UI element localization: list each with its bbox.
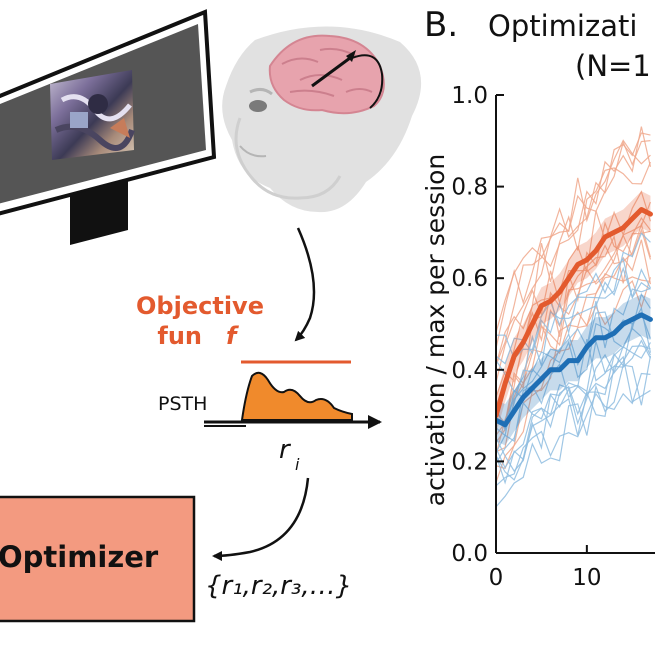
blue-session-trace-9 (496, 342, 651, 481)
orange-session-trace-7 (496, 161, 652, 366)
blue-mean-point-15 (630, 317, 634, 321)
arrow-psth-to-optimizer (212, 477, 310, 561)
blue-mean-point-11 (594, 336, 598, 340)
blue-mean-line (496, 312, 653, 428)
orange-mean-point-6 (549, 299, 553, 303)
chart-title: Optimizati (488, 9, 637, 43)
blue-mean-point-1 (503, 423, 507, 427)
mean-lines (496, 207, 653, 428)
orange-mean-point-4 (530, 322, 534, 326)
orange-mean-point-1 (503, 382, 507, 386)
blue-mean-point-2 (512, 409, 516, 413)
y-tick-label-0: 0.0 (451, 541, 488, 567)
orange-mean-point-12 (603, 235, 607, 239)
response-subscript: i (295, 455, 300, 474)
stimulus-image (50, 70, 135, 160)
orange-mean-point-8 (567, 276, 571, 280)
orange-mean-point-17 (648, 212, 652, 216)
y-tick-label-1: 0.2 (451, 449, 488, 475)
blue-mean-point-8 (567, 359, 571, 363)
optimizer-box (0, 495, 196, 623)
x-tick-label-1: 10 (572, 565, 601, 591)
blue-session-trace-11 (496, 372, 651, 487)
blue-session-trace-6 (496, 232, 651, 360)
blue-mean-point-4 (530, 386, 534, 390)
y-tick-label-3: 0.6 (451, 266, 488, 292)
orange-session-trace-2 (496, 139, 651, 349)
y-tick-label-4: 0.8 (451, 175, 488, 201)
orange-mean-point-11 (594, 249, 598, 253)
orange-mean-point-15 (630, 217, 634, 221)
blue-mean-point-5 (539, 377, 543, 381)
blue-mean-point-17 (648, 317, 652, 321)
orange-mean-point-3 (521, 340, 525, 344)
orange-mean-point-14 (621, 226, 625, 230)
optimizer-label: Optimizer (0, 540, 159, 574)
psth-label: PSTH (158, 393, 207, 415)
orange-session-trace-13 (496, 273, 651, 483)
monitor-illustration (0, 9, 217, 245)
electrode-icon (311, 50, 384, 109)
orange-mean-point-2 (512, 354, 516, 358)
objective-fun-label: fun (157, 322, 202, 350)
monkey-illustration (222, 26, 422, 213)
blue-mean-point-10 (585, 345, 589, 349)
response-variable: r (279, 435, 292, 465)
orange-mean-point-7 (558, 290, 562, 294)
orange-mean-point-5 (539, 304, 543, 308)
x-ticks: 0 10 (489, 545, 601, 591)
blue-mean-point-14 (621, 322, 625, 326)
arrow-monkey-to-psth (294, 227, 316, 342)
orange-mean-point-13 (612, 230, 616, 234)
orange-mean-line (496, 207, 653, 419)
chart-subtitle: (N=1 (575, 49, 651, 83)
y-axis-label: activation / max per session (421, 154, 450, 507)
y-tick-label-2: 0.4 (451, 358, 488, 384)
blue-mean-point-6 (549, 368, 553, 372)
blue-mean-point-9 (576, 359, 580, 363)
orange-mean-point-10 (585, 258, 589, 262)
blue-mean-point-3 (521, 395, 525, 399)
response-set: {r₁,r₂,r₃,…} (205, 571, 352, 601)
blue-session-trace-13 (496, 339, 651, 469)
x-tick-label-0: 0 (489, 565, 504, 591)
blue-mean-point-16 (639, 313, 643, 317)
blue-session-trace-12 (496, 327, 651, 464)
orange-session-trace-9 (496, 239, 652, 453)
blue-mean-point-12 (603, 336, 607, 340)
y-tick-label-5: 1.0 (451, 83, 488, 109)
panel-letter: B. (424, 5, 458, 45)
orange-mean-point-16 (639, 208, 643, 211)
orange-session-trace-1 (496, 217, 651, 398)
orange-mean-point-9 (576, 262, 580, 266)
blue-session-trace-10 (496, 257, 651, 365)
objective-label: Objective (136, 292, 264, 320)
activation-chart: B. Optimizati (N=1 activation / max per … (421, 5, 655, 591)
objective-symbol: f (226, 322, 239, 350)
blue-mean-point-13 (612, 331, 616, 335)
blue-session-trace-1 (496, 266, 651, 394)
blue-session-trace-5 (496, 355, 651, 485)
psth-curve (240, 371, 353, 421)
orange-session-trace-11 (496, 140, 651, 383)
blue-sem-band (496, 294, 651, 446)
y-ticks: 0.0 0.2 0.4 0.6 0.8 1.0 (451, 83, 504, 567)
blue-mean-point-7 (558, 368, 562, 372)
